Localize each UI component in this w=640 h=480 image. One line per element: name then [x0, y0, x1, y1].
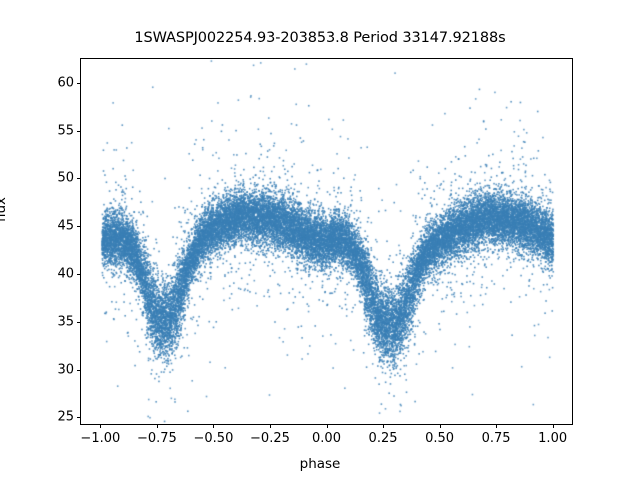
y-axis-tick-label: 40 [57, 266, 74, 282]
x-axis-tick-mark [496, 424, 498, 428]
y-axis-tick-mark [76, 130, 81, 132]
y-axis-tick-mark [76, 369, 81, 371]
y-axis-tick-mark [76, 321, 81, 323]
y-axis-tick-label: 35 [57, 314, 74, 330]
x-axis-label: phase [299, 456, 341, 472]
y-axis-tick-mark [76, 82, 81, 84]
y-axis-tick-mark [76, 417, 81, 419]
y-axis-tick-label: 55 [57, 123, 74, 139]
x-axis-tick-label: 0.50 [425, 431, 455, 446]
x-axis-tick-mark [269, 424, 271, 428]
x-axis-tick-mark [100, 424, 102, 428]
y-axis-tick-label: 50 [57, 170, 74, 186]
x-axis-tick-mark [439, 424, 441, 428]
y-axis-tick-labels: 25 30 35 40 45 50 55 60 [34, 0, 74, 480]
y-axis-tick-mark [76, 273, 81, 276]
y-axis-tick-mark [76, 178, 81, 180]
x-axis-tick-label: −0.75 [136, 431, 177, 446]
x-axis-tick-label: 0.00 [312, 431, 341, 446]
y-axis-label: flux [0, 196, 9, 222]
x-axis-tick-label: −1.00 [80, 431, 121, 446]
x-axis-tick-label: −0.50 [193, 431, 234, 446]
x-axis-tick-mark [156, 424, 158, 428]
x-axis-tick-mark [552, 424, 554, 428]
plot-axes [80, 58, 574, 426]
y-axis-tick-mark [76, 226, 81, 228]
x-axis-tick-mark [213, 424, 215, 428]
x-axis-tick-label: −0.25 [250, 431, 290, 446]
y-axis-tick-label: 25 [57, 409, 74, 425]
y-axis-tick-label: 60 [57, 75, 74, 91]
chart-title: 1SWASPJ002254.93-203853.8 Period 33147.9… [134, 30, 506, 46]
scatter-plot-canvas [81, 59, 574, 426]
x-axis-tick-label: 1.00 [538, 431, 568, 446]
x-axis-tick-mark [383, 424, 385, 428]
x-axis-tick-mark [326, 424, 328, 428]
x-axis-tick-label: 0.25 [368, 431, 398, 446]
x-axis-tick-label: 0.75 [481, 431, 511, 446]
y-axis-tick-label: 45 [57, 218, 74, 234]
y-axis-tick-label: 30 [57, 362, 74, 378]
